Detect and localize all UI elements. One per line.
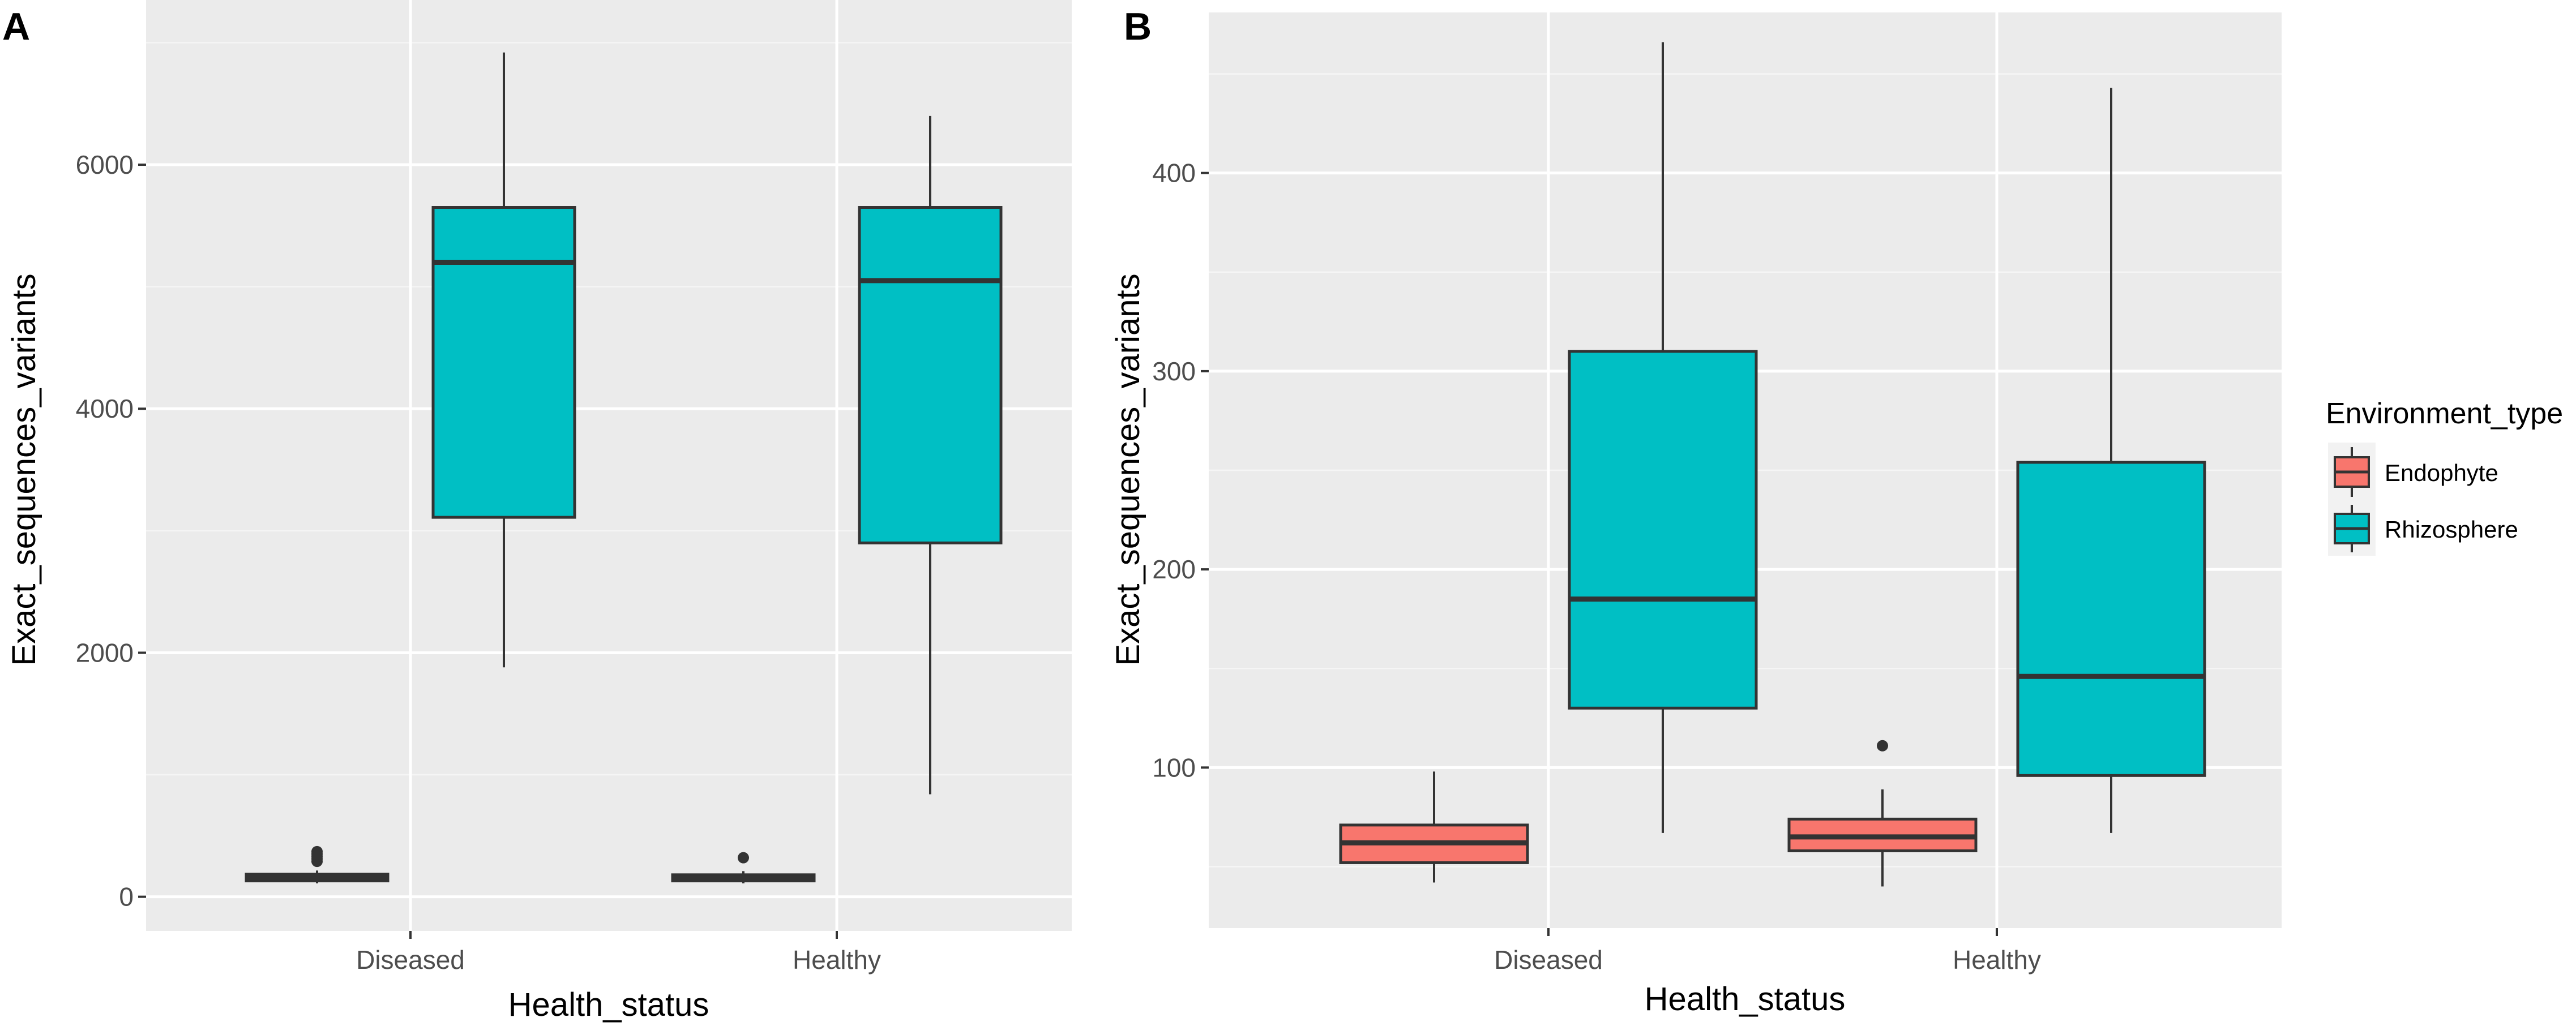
box-iqr bbox=[858, 206, 1003, 544]
box-rhizosphere-diseased bbox=[1568, 42, 1758, 833]
panel-b-x-axis-title: Health_status bbox=[1645, 981, 1846, 1018]
panel-a-x-axis: Diseased Healthy bbox=[356, 931, 881, 975]
box-endophyte-diseased bbox=[245, 845, 390, 883]
panel-b: B 100 200 300 400 Diseased Healthy Health_st… bbox=[1110, 5, 2563, 1018]
x-tick-label: Healthy bbox=[793, 945, 881, 975]
panel-b-y-axis: 100 200 300 400 bbox=[1152, 158, 1209, 782]
x-tick-label: Diseased bbox=[356, 945, 465, 975]
panel-a: A 0 2000 4000 6000 Diseased Healthy Health_s… bbox=[2, 0, 1072, 1023]
box-rhizosphere-healthy bbox=[2016, 88, 2206, 833]
outlier-point bbox=[738, 852, 749, 864]
panel-a-y-axis: 0 2000 4000 6000 bbox=[76, 150, 146, 912]
box-iqr bbox=[431, 206, 576, 519]
legend-item-rhizosphere: Rhizosphere bbox=[2334, 505, 2518, 552]
box-iqr bbox=[2016, 461, 2206, 777]
legend-title: Environment_type bbox=[2326, 397, 2563, 430]
panel-a-x-axis-title: Health_status bbox=[508, 986, 709, 1023]
box-endophyte-diseased bbox=[1339, 771, 1529, 883]
panel-a-y-axis-title: Exact_sequences_variants bbox=[6, 273, 42, 666]
box-endophyte-healthy bbox=[1787, 740, 1978, 887]
panel-a-boxes bbox=[245, 52, 1003, 883]
y-tick-label: 6000 bbox=[76, 150, 134, 179]
y-tick-label: 4000 bbox=[76, 394, 134, 423]
panel-b-x-axis: Diseased Healthy bbox=[1494, 928, 2041, 975]
y-tick-label: 0 bbox=[119, 882, 134, 912]
legend-label-rhizosphere: Rhizosphere bbox=[2385, 516, 2518, 543]
x-tick-label: Diseased bbox=[1494, 945, 1603, 975]
panel-a-label: A bbox=[2, 5, 30, 48]
panel-b-label: B bbox=[1124, 5, 1152, 48]
box-endophyte-healthy bbox=[671, 852, 816, 883]
legend: Environment_type Endophyte Rhizosphere bbox=[2326, 397, 2563, 556]
outlier-point bbox=[311, 845, 323, 857]
panel-b-boxes bbox=[1339, 42, 2206, 887]
y-tick-label: 300 bbox=[1152, 357, 1196, 386]
y-tick-label: 200 bbox=[1152, 555, 1196, 584]
legend-label-endophyte: Endophyte bbox=[2385, 460, 2498, 486]
outlier-point bbox=[1877, 740, 1888, 752]
box-iqr bbox=[1568, 350, 1758, 710]
panel-b-y-axis-title: Exact_sequences_variants bbox=[1110, 273, 1146, 666]
y-tick-label: 2000 bbox=[76, 638, 134, 667]
legend-item-endophyte: Endophyte bbox=[2334, 447, 2498, 497]
box-rhizosphere-healthy bbox=[858, 115, 1003, 795]
x-tick-label: Healthy bbox=[1953, 945, 2041, 975]
box-rhizosphere-diseased bbox=[431, 52, 576, 668]
y-tick-label: 400 bbox=[1152, 158, 1196, 188]
y-tick-label: 100 bbox=[1152, 753, 1196, 782]
